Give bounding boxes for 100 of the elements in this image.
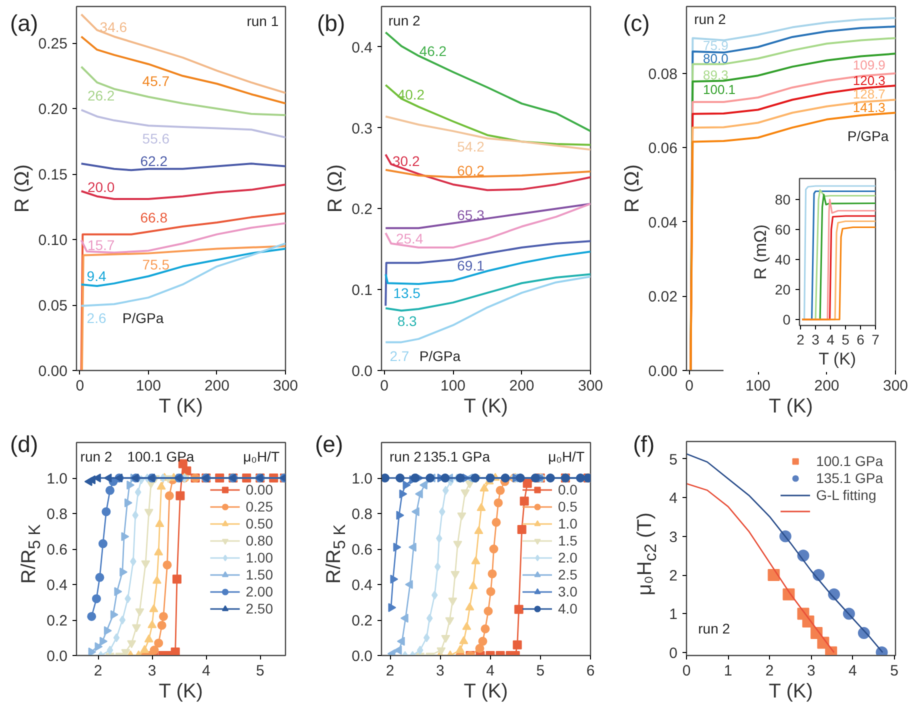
y-tick-label: 0.2 [46,612,68,630]
y-tick-label: 0.00 [648,363,678,380]
x-tick-label: 300 [578,378,604,394]
series-label: 13.5 [393,284,421,301]
x-tick-label: 200 [814,378,840,394]
x-tick-label: 3 [806,662,816,680]
legend-label: 2.0 [558,549,578,565]
annotation: run 2 [390,448,422,465]
annotation: run 2 [388,12,420,28]
series-label: 55.6 [142,130,170,147]
x-tick-label: 6 [856,332,865,348]
x-tick-label: 0 [380,378,388,394]
x-tick-label: 0 [682,662,691,680]
y-tick-label: 0.4 [352,39,373,56]
y-axis-title: R (Ω) [621,164,644,213]
y-tick-label: 0.06 [648,140,678,158]
y-tick-label: 0.2 [352,201,373,218]
legend-label: 2.00 [246,583,273,599]
y-tick-label: 0.02 [648,288,678,306]
x-tick-label: 0 [76,378,84,394]
series-label: 30.2 [392,153,420,169]
annotation: run 2 [80,448,112,465]
series-label: 75.5 [142,256,170,272]
y-tick-label: 0.0 [352,363,373,380]
x-axis-title: T (K) [818,350,856,368]
x-tick-label: 100 [745,378,771,394]
legend-label: G-L fitting [816,487,876,503]
legend-label: 2.50 [246,600,273,616]
y-tick-label: 0.8 [46,506,68,523]
series-label: 100.1 [703,82,736,98]
series-label: 45.7 [142,73,170,90]
chart-title: (c) [623,9,650,38]
y-tick-label: 0.2 [352,612,373,630]
x-tick-label: 2 [94,662,102,680]
annotation: 135.1 GPa [423,448,490,465]
y-tick-label: 0.6 [46,542,68,558]
y-tick-label: 0.25 [38,36,68,53]
x-tick-label: 0 [685,378,694,394]
chart-title: (a) [10,9,38,38]
x-tick-label: 7 [872,332,880,348]
x-tick-label: 4 [486,662,494,680]
x-tick-label: 2 [796,332,805,348]
legend-label: 0.50 [246,515,273,531]
y-tick-label: 0.05 [38,298,68,315]
series-label: 54.2 [457,138,485,154]
annotation: run 2 [694,11,726,28]
series-label: 8.3 [397,313,417,330]
y-tick-label: 0.15 [38,166,68,184]
x-tick-label: 3 [436,662,444,680]
y-tick-label: 80 [774,192,791,208]
x-tick-label: 300 [882,378,908,394]
chart-title: (e) [315,430,344,459]
series-label: 34.6 [100,18,128,35]
x-tick-label: 300 [272,378,298,394]
x-axis-title: T (K) [158,396,203,418]
y-tick-label: 60 [774,222,791,238]
x-tick-label: 2 [386,662,394,680]
annotation: run 1 [246,12,279,29]
legend-label: 2.5 [558,566,578,582]
x-tick-label: 5 [256,662,264,680]
series-label: 62.2 [140,153,168,170]
y-tick-label: 2 [669,568,678,585]
x-tick-label: 4 [826,332,835,348]
x-tick-label: 4 [848,662,857,680]
series-label: 2.6 [86,310,106,326]
annotation: P/GPa [122,310,164,326]
x-tick-label: 100 [440,378,466,394]
y-tick-label: 0.10 [38,232,68,250]
annotation: run 2 [698,620,730,636]
y-tick-label: 20 [774,282,791,298]
series-label: 15.7 [87,236,115,253]
x-tick-label: 1 [724,662,732,680]
legend-label: 1.00 [246,549,273,565]
y-tick-label: 0.20 [38,101,68,118]
legend-label: 135.1 GPa [816,470,883,486]
annotation: P/GPa [419,348,461,364]
series-label: 128.7 [852,86,886,102]
x-tick-label: 3 [148,662,156,680]
y-tick-label: 0.3 [352,120,373,138]
series-label: 46.2 [419,42,447,59]
x-axis-title: T (K) [768,396,813,418]
y-tick-label: 0.6 [352,542,373,558]
y-tick-label: 3 [669,528,678,546]
series-label: 26.2 [87,88,115,104]
y-tick-label: 1.0 [352,470,373,488]
x-tick-label: 5 [842,332,850,348]
y-tick-label: 0.4 [352,577,373,594]
series-label: 25.4 [396,230,424,247]
y-axis-title: R (Ω) [324,164,347,213]
legend-label: 4.0 [558,600,578,616]
y-axis-title: R (Ω) [11,164,34,213]
x-tick-label: 100 [136,378,161,394]
chart-title: (f) [633,430,655,459]
legend-label: 100.1 GPa [816,453,883,469]
x-tick-label: 5 [890,662,898,680]
x-axis-title: T (K) [768,680,813,702]
annotation: 100.1 GPa [127,448,194,465]
series-label: 69.1 [457,257,485,274]
y-tick-label: 1.0 [46,470,68,488]
series-label: 66.8 [140,209,168,226]
